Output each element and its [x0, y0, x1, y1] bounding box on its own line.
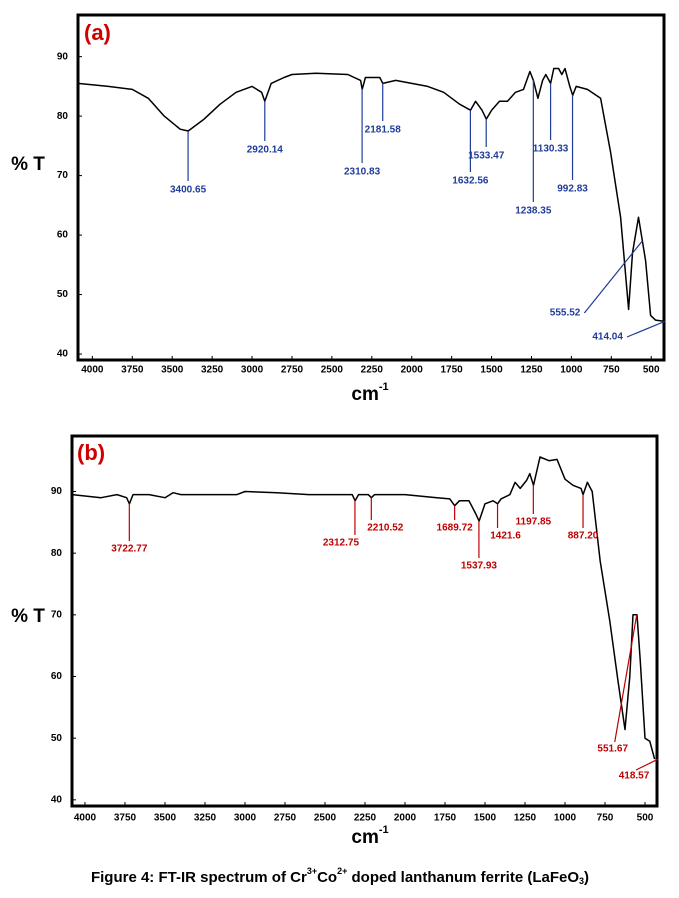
caption: Figure 4: FT-IR spectrum of Cr3+Co2+ dop…: [91, 866, 589, 886]
x-tick-label: 3500: [154, 813, 177, 824]
x-tick-label: 1500: [474, 813, 497, 824]
y-tick-label: 80: [57, 111, 69, 122]
caption-text: Figure 4: FT-IR spectrum of Cr: [91, 869, 307, 886]
x-tick-label: 1000: [554, 813, 577, 824]
x-tick-label: 500: [643, 365, 660, 376]
spectrum-line: [72, 456, 656, 760]
x-tick-label: 4000: [81, 365, 104, 376]
peak-label: 887.20: [568, 531, 599, 542]
peak-label: 1130.33: [533, 144, 569, 155]
peak-label: 414.04: [592, 332, 623, 343]
y-tick-label: 90: [51, 486, 63, 497]
peak-label: 2210.52: [367, 523, 404, 534]
x-tick-label: 3250: [201, 365, 224, 376]
panel-label: (b): [77, 440, 105, 465]
peak-label: 1533.47: [468, 151, 505, 162]
x-tick-label: 2250: [354, 813, 377, 824]
x-tick-label: 2750: [281, 365, 304, 376]
peak-label: 1632.56: [452, 176, 489, 187]
x-axis-label-exponent: -1: [379, 381, 389, 393]
caption-text: doped lanthanum ferrite (LaFeO: [347, 869, 579, 886]
x-tick-label: 1750: [441, 365, 464, 376]
x-tick-label: 2000: [401, 365, 424, 376]
peak-leader: [614, 614, 638, 743]
peak-label: 555.52: [550, 308, 581, 319]
x-axis-label: cm-1: [351, 381, 388, 405]
x-tick-label: 2750: [274, 813, 297, 824]
x-axis-label-unit: cm: [351, 827, 378, 848]
peak-label: 1689.72: [437, 523, 474, 534]
peak-label: 2181.58: [365, 125, 402, 136]
x-tick-label: 750: [603, 365, 620, 376]
caption-sup: 3+: [307, 866, 317, 876]
x-tick-label: 2500: [314, 813, 337, 824]
peak-label: 1421.6: [490, 531, 521, 542]
peak-leader: [635, 758, 659, 771]
x-tick-label: 3000: [241, 365, 264, 376]
x-tick-label: 500: [637, 813, 654, 824]
y-tick-label: 50: [51, 733, 63, 744]
peak-label: 1537.93: [461, 561, 498, 572]
x-tick-label: 1000: [560, 365, 583, 376]
peak-label: 992.83: [557, 184, 588, 195]
x-tick-label: 2000: [394, 813, 417, 824]
peak-label: 1197.85: [516, 517, 552, 528]
x-tick-label: 3000: [234, 813, 257, 824]
x-tick-label: 3500: [161, 365, 184, 376]
caption-sub: 3: [579, 876, 584, 886]
peak-leader: [583, 240, 643, 314]
y-tick-label: 50: [57, 289, 69, 300]
y-tick-label: 70: [51, 609, 63, 620]
caption-text: Co: [317, 869, 337, 886]
y-axis-label: % T: [11, 154, 45, 175]
x-tick-label: 3750: [121, 365, 144, 376]
y-tick-label: 40: [57, 349, 69, 360]
peak-label: 2312.75: [323, 538, 360, 549]
x-tick-label: 4000: [74, 813, 97, 824]
peak-label: 3722.77: [111, 544, 148, 555]
panel-label: (a): [84, 20, 111, 45]
y-axis-label: % T: [11, 606, 45, 627]
peak-label: 551.67: [597, 744, 628, 755]
x-tick-label: 3750: [114, 813, 137, 824]
y-tick-label: 60: [57, 230, 69, 241]
peak-label: 1238.35: [515, 206, 552, 217]
x-tick-label: 3250: [194, 813, 217, 824]
x-tick-label: 1500: [480, 365, 503, 376]
peak-label: 3400.65: [170, 185, 207, 196]
caption-text: ): [584, 869, 589, 886]
x-tick-label: 1250: [514, 813, 537, 824]
y-tick-label: 60: [51, 671, 63, 682]
x-axis-label-unit: cm: [351, 384, 378, 405]
spectrum-line: [77, 67, 665, 323]
x-tick-label: 2250: [361, 365, 384, 376]
x-tick-label: 1750: [434, 813, 457, 824]
y-tick-label: 80: [51, 548, 63, 559]
y-tick-label: 40: [51, 794, 63, 805]
peak-label: 418.57: [619, 771, 650, 782]
x-tick-label: 750: [597, 813, 614, 824]
peak-label: 2310.83: [344, 167, 381, 178]
caption-sup: 2+: [337, 866, 347, 876]
x-tick-label: 2500: [321, 365, 344, 376]
x-axis-label: cm-1: [351, 824, 388, 848]
y-tick-label: 90: [57, 51, 69, 62]
x-tick-label: 1250: [520, 365, 543, 376]
y-tick-label: 70: [57, 170, 69, 181]
x-axis-label-exponent: -1: [379, 824, 389, 836]
peak-label: 2920.14: [247, 145, 284, 156]
plot-frame: [76, 13, 666, 362]
peak-leader: [626, 320, 666, 338]
